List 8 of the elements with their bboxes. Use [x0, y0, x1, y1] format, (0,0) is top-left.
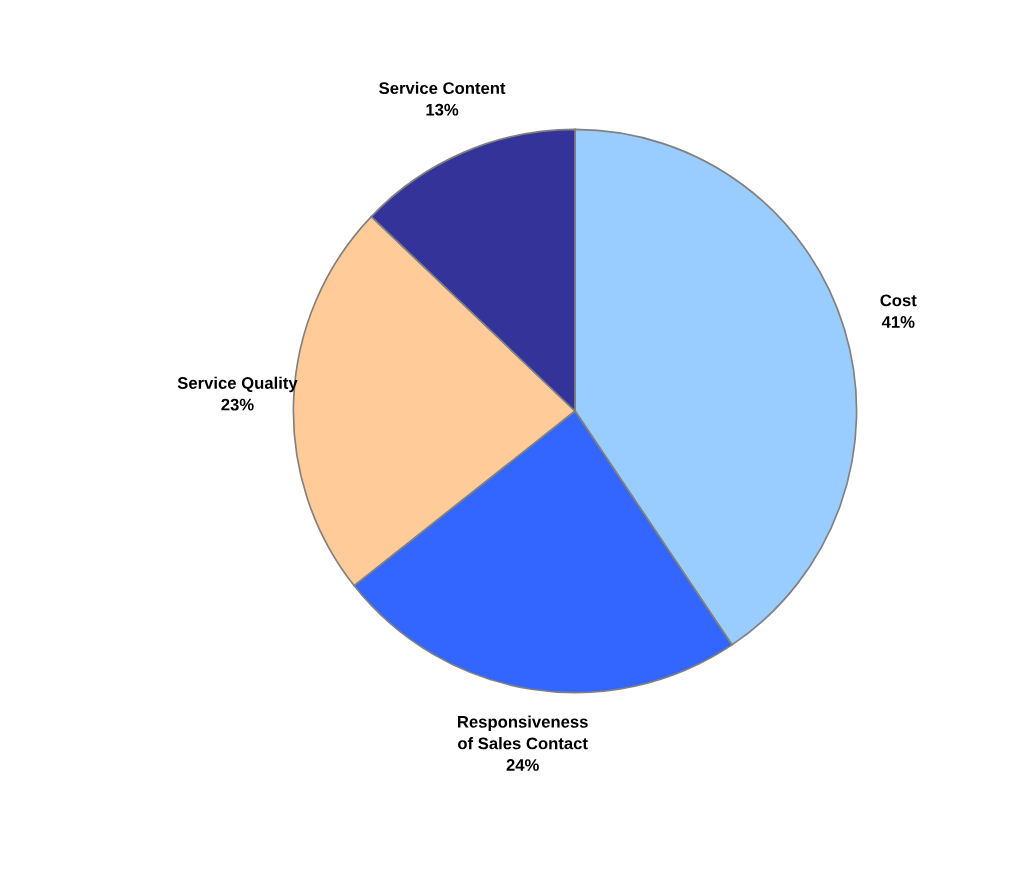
slice-label: Service Quality	[177, 376, 298, 393]
data-label: 13%	[426, 103, 459, 116]
data-label: 41%	[881, 316, 915, 328]
data-label: 23%	[221, 398, 254, 411]
slice-label: Cost	[880, 294, 917, 307]
slice-label: Service Content	[379, 81, 506, 95]
data-label: 24%	[506, 759, 539, 771]
slice-label: Responsiveness of Sales Contact	[458, 715, 588, 750]
